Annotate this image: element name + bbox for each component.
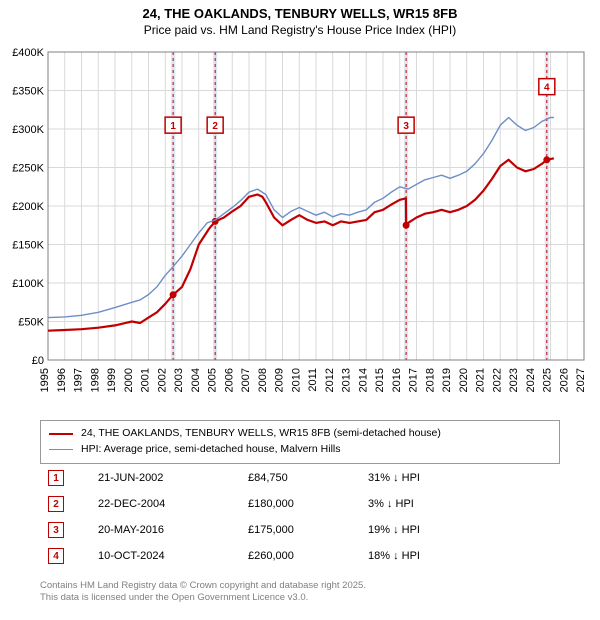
- svg-text:2010: 2010: [290, 368, 302, 392]
- title-block: 24, THE OAKLANDS, TENBURY WELLS, WR15 8F…: [0, 0, 600, 37]
- marker-date-4: 10-OCT-2024: [98, 550, 248, 562]
- svg-text:£250K: £250K: [12, 163, 44, 175]
- marker-price-3: £175,000: [248, 524, 368, 536]
- svg-text:2007: 2007: [240, 368, 252, 392]
- svg-text:£50K: £50K: [18, 317, 44, 329]
- svg-text:2003: 2003: [173, 368, 185, 392]
- svg-text:1996: 1996: [56, 368, 68, 392]
- marker-price-2: £180,000: [248, 498, 368, 510]
- svg-text:2020: 2020: [458, 368, 470, 392]
- svg-text:2022: 2022: [491, 368, 503, 392]
- svg-text:2015: 2015: [374, 368, 386, 392]
- marker-row-1: 1 21-JUN-2002 £84,750 31% ↓ HPI: [40, 465, 560, 491]
- svg-text:2001: 2001: [140, 368, 152, 392]
- title-line2: Price paid vs. HM Land Registry's House …: [0, 23, 600, 37]
- footer-line1: Contains HM Land Registry data © Crown c…: [40, 580, 366, 592]
- marker-date-1: 21-JUN-2002: [98, 472, 248, 484]
- svg-text:1998: 1998: [89, 368, 101, 392]
- svg-text:£200K: £200K: [12, 201, 44, 213]
- marker-diff-3: 19% ↓ HPI: [368, 524, 488, 536]
- legend-label-hpi: HPI: Average price, semi-detached house,…: [81, 442, 341, 458]
- svg-text:2009: 2009: [274, 368, 286, 392]
- chart-svg: £0 £50K £100K £150K £200K £250K £300K £350K £400…: [8, 44, 592, 414]
- marker-price-1: £84,750: [248, 472, 368, 484]
- svg-text:3: 3: [403, 121, 409, 132]
- svg-text:2012: 2012: [324, 368, 336, 392]
- chart-area: £0 £50K £100K £150K £200K £250K £300K £350K £400…: [8, 44, 592, 414]
- svg-text:£400K: £400K: [12, 47, 44, 59]
- marker-diff-1: 31% ↓ HPI: [368, 472, 488, 484]
- svg-text:2026: 2026: [558, 368, 570, 392]
- svg-text:£100K: £100K: [12, 278, 44, 290]
- marker-diff-4: 18% ↓ HPI: [368, 550, 488, 562]
- legend-swatch-red: [49, 433, 73, 435]
- svg-text:2021: 2021: [475, 368, 487, 392]
- marker-date-3: 20-MAY-2016: [98, 524, 248, 536]
- marker-badge-4: 4: [48, 548, 64, 564]
- svg-text:2005: 2005: [207, 368, 219, 392]
- title-line1: 24, THE OAKLANDS, TENBURY WELLS, WR15 8F…: [0, 6, 600, 21]
- svg-text:£0: £0: [32, 355, 44, 367]
- svg-text:1995: 1995: [39, 368, 51, 392]
- svg-text:1999: 1999: [106, 368, 118, 392]
- marker-badge-3: 3: [48, 522, 64, 538]
- footer: Contains HM Land Registry data © Crown c…: [40, 580, 366, 605]
- svg-text:2006: 2006: [223, 368, 235, 392]
- svg-text:2017: 2017: [408, 368, 420, 392]
- marker-row-3: 3 20-MAY-2016 £175,000 19% ↓ HPI: [40, 517, 560, 543]
- svg-text:£300K: £300K: [12, 124, 44, 136]
- svg-text:1: 1: [170, 121, 176, 132]
- svg-text:2025: 2025: [542, 368, 554, 392]
- marker-badge-2: 2: [48, 496, 64, 512]
- legend-label-price-paid: 24, THE OAKLANDS, TENBURY WELLS, WR15 8F…: [81, 426, 441, 442]
- svg-text:£150K: £150K: [12, 240, 44, 252]
- svg-text:2027: 2027: [575, 368, 587, 392]
- svg-text:2014: 2014: [357, 368, 369, 392]
- svg-text:2024: 2024: [525, 368, 537, 392]
- svg-text:£350K: £350K: [12, 86, 44, 98]
- svg-text:2011: 2011: [307, 368, 319, 392]
- svg-text:2004: 2004: [190, 368, 202, 392]
- legend-row-hpi: HPI: Average price, semi-detached house,…: [49, 442, 551, 458]
- legend-row-price-paid: 24, THE OAKLANDS, TENBURY WELLS, WR15 8F…: [49, 426, 551, 442]
- svg-text:2023: 2023: [508, 368, 520, 392]
- svg-text:2002: 2002: [156, 368, 168, 392]
- svg-text:2008: 2008: [257, 368, 269, 392]
- marker-table: 1 21-JUN-2002 £84,750 31% ↓ HPI 2 22-DEC…: [40, 465, 560, 569]
- footer-line2: This data is licensed under the Open Gov…: [40, 592, 366, 604]
- svg-text:2018: 2018: [424, 368, 436, 392]
- marker-badge-1: 1: [48, 470, 64, 486]
- legend-swatch-blue: [49, 449, 73, 450]
- marker-row-4: 4 10-OCT-2024 £260,000 18% ↓ HPI: [40, 543, 560, 569]
- svg-text:1997: 1997: [73, 368, 85, 392]
- legend: 24, THE OAKLANDS, TENBURY WELLS, WR15 8F…: [40, 420, 560, 464]
- svg-text:2016: 2016: [391, 368, 403, 392]
- marker-date-2: 22-DEC-2004: [98, 498, 248, 510]
- chart-container: 24, THE OAKLANDS, TENBURY WELLS, WR15 8F…: [0, 0, 600, 620]
- svg-text:2019: 2019: [441, 368, 453, 392]
- marker-row-2: 2 22-DEC-2004 £180,000 3% ↓ HPI: [40, 491, 560, 517]
- svg-text:2013: 2013: [341, 368, 353, 392]
- svg-text:4: 4: [544, 83, 550, 94]
- marker-price-4: £260,000: [248, 550, 368, 562]
- svg-text:2: 2: [212, 121, 218, 132]
- svg-text:2000: 2000: [123, 368, 135, 392]
- marker-diff-2: 3% ↓ HPI: [368, 498, 488, 510]
